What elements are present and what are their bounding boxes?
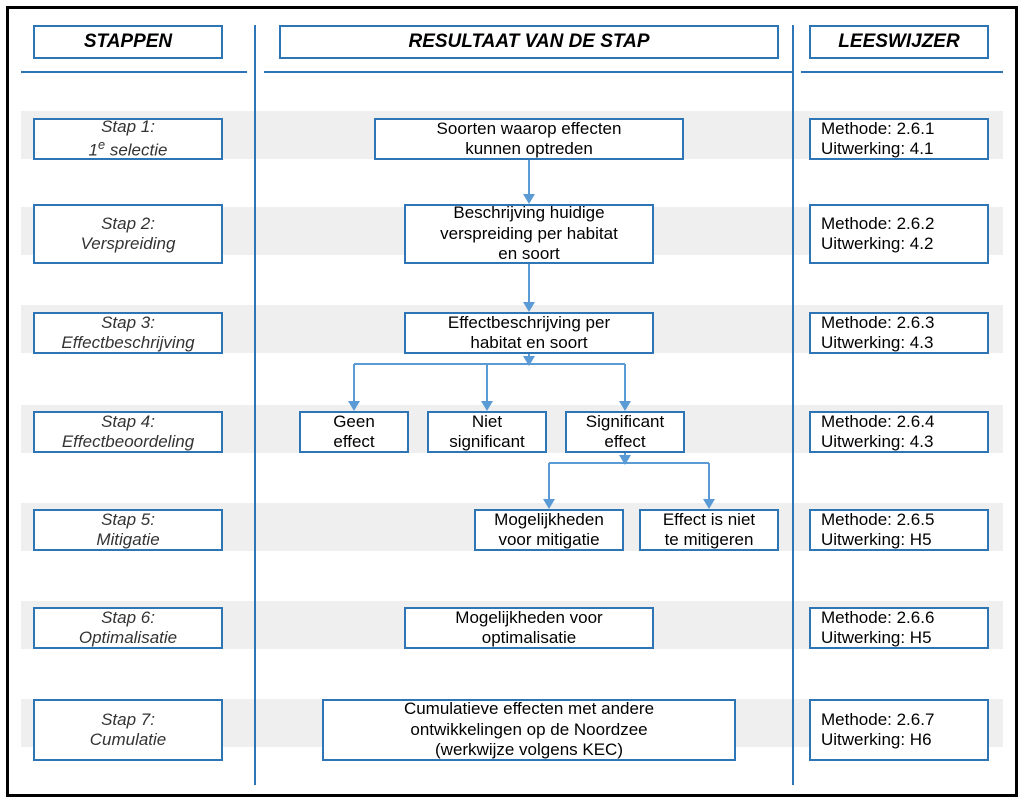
header-label: RESULTAAT VAN DE STAP bbox=[408, 31, 649, 53]
step-subtitle: Cumulatie bbox=[90, 730, 167, 750]
step-subtitle: 1e selectie bbox=[89, 137, 168, 161]
node-line: effect bbox=[333, 432, 374, 452]
result-line: (werkwijze volgens KEC) bbox=[435, 740, 623, 760]
step5-node-1: Effect is niette mitigeren bbox=[639, 509, 779, 551]
step-title: Stap 4: bbox=[101, 412, 155, 432]
step5-node-0: Mogelijkhedenvoor mitigatie bbox=[474, 509, 624, 551]
reader-methode: Methode: 2.6.2 bbox=[821, 214, 934, 234]
result-line: Mogelijkheden voor bbox=[455, 608, 602, 628]
step-subtitle: Optimalisatie bbox=[79, 628, 177, 648]
node-line: voor mitigatie bbox=[498, 530, 599, 550]
node-line: Mogelijkheden bbox=[494, 510, 604, 530]
step-box-2: Stap 2:Verspreiding bbox=[33, 204, 223, 264]
reader-uitwerking: Uitwerking: H5 bbox=[821, 530, 932, 550]
step-box-5: Stap 5:Mitigatie bbox=[33, 509, 223, 551]
node-line: effect bbox=[604, 432, 645, 452]
result-box-1: Soorten waarop effectenkunnen optreden bbox=[374, 118, 684, 160]
step-subtitle: Verspreiding bbox=[81, 234, 176, 254]
step-title: Stap 3: bbox=[101, 313, 155, 333]
header-leeswijzer: LEESWIJZER bbox=[809, 25, 989, 59]
reader-methode: Methode: 2.6.5 bbox=[821, 510, 934, 530]
step-box-7: Stap 7:Cumulatie bbox=[33, 699, 223, 761]
step-box-3: Stap 3:Effectbeschrijving bbox=[33, 312, 223, 354]
reader-box-2: Methode: 2.6.2Uitwerking: 4.2 bbox=[809, 204, 989, 264]
result-line: kunnen optreden bbox=[465, 139, 593, 159]
header-label: STAPPEN bbox=[84, 31, 172, 53]
reader-uitwerking: Uitwerking: H5 bbox=[821, 628, 932, 648]
node-line: Effect is niet bbox=[663, 510, 755, 530]
header-label: LEESWIJZER bbox=[838, 31, 959, 53]
reader-box-7: Methode: 2.6.7Uitwerking: H6 bbox=[809, 699, 989, 761]
step-subtitle: Mitigatie bbox=[96, 530, 159, 550]
result-line: optimalisatie bbox=[482, 628, 577, 648]
node-line: Geen bbox=[333, 412, 375, 432]
node-line: significant bbox=[449, 432, 525, 452]
step4-node-1: Nietsignificant bbox=[427, 411, 547, 453]
step-subtitle: Effectbeschrijving bbox=[61, 333, 194, 353]
node-line: Significant bbox=[586, 412, 664, 432]
result-box-2: Beschrijving huidigeverspreiding per hab… bbox=[404, 204, 654, 264]
step4-node-0: Geeneffect bbox=[299, 411, 409, 453]
result-line: Effectbeschrijving per bbox=[448, 313, 610, 333]
header-resultaat: RESULTAAT VAN DE STAP bbox=[279, 25, 779, 59]
reader-box-4: Methode: 2.6.4Uitwerking: 4.3 bbox=[809, 411, 989, 453]
step-title: Stap 6: bbox=[101, 608, 155, 628]
step-title: Stap 2: bbox=[101, 214, 155, 234]
node-line: te mitigeren bbox=[665, 530, 754, 550]
step-subtitle: Effectbeoordeling bbox=[62, 432, 194, 452]
reader-uitwerking: Uitwerking: 4.3 bbox=[821, 432, 933, 452]
result-line: Cumulatieve effecten met andere bbox=[404, 699, 654, 719]
step-box-1: Stap 1:1e selectie bbox=[33, 118, 223, 160]
node-line: Niet bbox=[472, 412, 502, 432]
step-title: Stap 1: bbox=[101, 117, 155, 137]
step-title: Stap 5: bbox=[101, 510, 155, 530]
reader-methode: Methode: 2.6.7 bbox=[821, 710, 934, 730]
result-line: Soorten waarop effecten bbox=[437, 119, 622, 139]
step-box-4: Stap 4:Effectbeoordeling bbox=[33, 411, 223, 453]
result-box-6: Mogelijkheden vooroptimalisatie bbox=[404, 607, 654, 649]
step-box-6: Stap 6:Optimalisatie bbox=[33, 607, 223, 649]
result-line: habitat en soort bbox=[470, 333, 587, 353]
reader-box-5: Methode: 2.6.5Uitwerking: H5 bbox=[809, 509, 989, 551]
step4-node-2: Significanteffect bbox=[565, 411, 685, 453]
reader-methode: Methode: 2.6.3 bbox=[821, 313, 934, 333]
reader-uitwerking: Uitwerking: H6 bbox=[821, 730, 932, 750]
step-title: Stap 7: bbox=[101, 710, 155, 730]
header-stappen: STAPPEN bbox=[33, 25, 223, 59]
reader-uitwerking: Uitwerking: 4.1 bbox=[821, 139, 933, 159]
reader-box-3: Methode: 2.6.3Uitwerking: 4.3 bbox=[809, 312, 989, 354]
reader-uitwerking: Uitwerking: 4.3 bbox=[821, 333, 933, 353]
result-line: ontwikkelingen op de Noordzee bbox=[410, 720, 647, 740]
reader-methode: Methode: 2.6.1 bbox=[821, 119, 934, 139]
result-line: en soort bbox=[498, 244, 559, 264]
reader-methode: Methode: 2.6.4 bbox=[821, 412, 934, 432]
result-box-3: Effectbeschrijving perhabitat en soort bbox=[404, 312, 654, 354]
reader-methode: Methode: 2.6.6 bbox=[821, 608, 934, 628]
result-box-7: Cumulatieve effecten met andereontwikkel… bbox=[322, 699, 736, 761]
result-line: Beschrijving huidige bbox=[453, 203, 604, 223]
reader-uitwerking: Uitwerking: 4.2 bbox=[821, 234, 933, 254]
reader-box-1: Methode: 2.6.1Uitwerking: 4.1 bbox=[809, 118, 989, 160]
reader-box-6: Methode: 2.6.6Uitwerking: H5 bbox=[809, 607, 989, 649]
result-line: verspreiding per habitat bbox=[440, 224, 618, 244]
